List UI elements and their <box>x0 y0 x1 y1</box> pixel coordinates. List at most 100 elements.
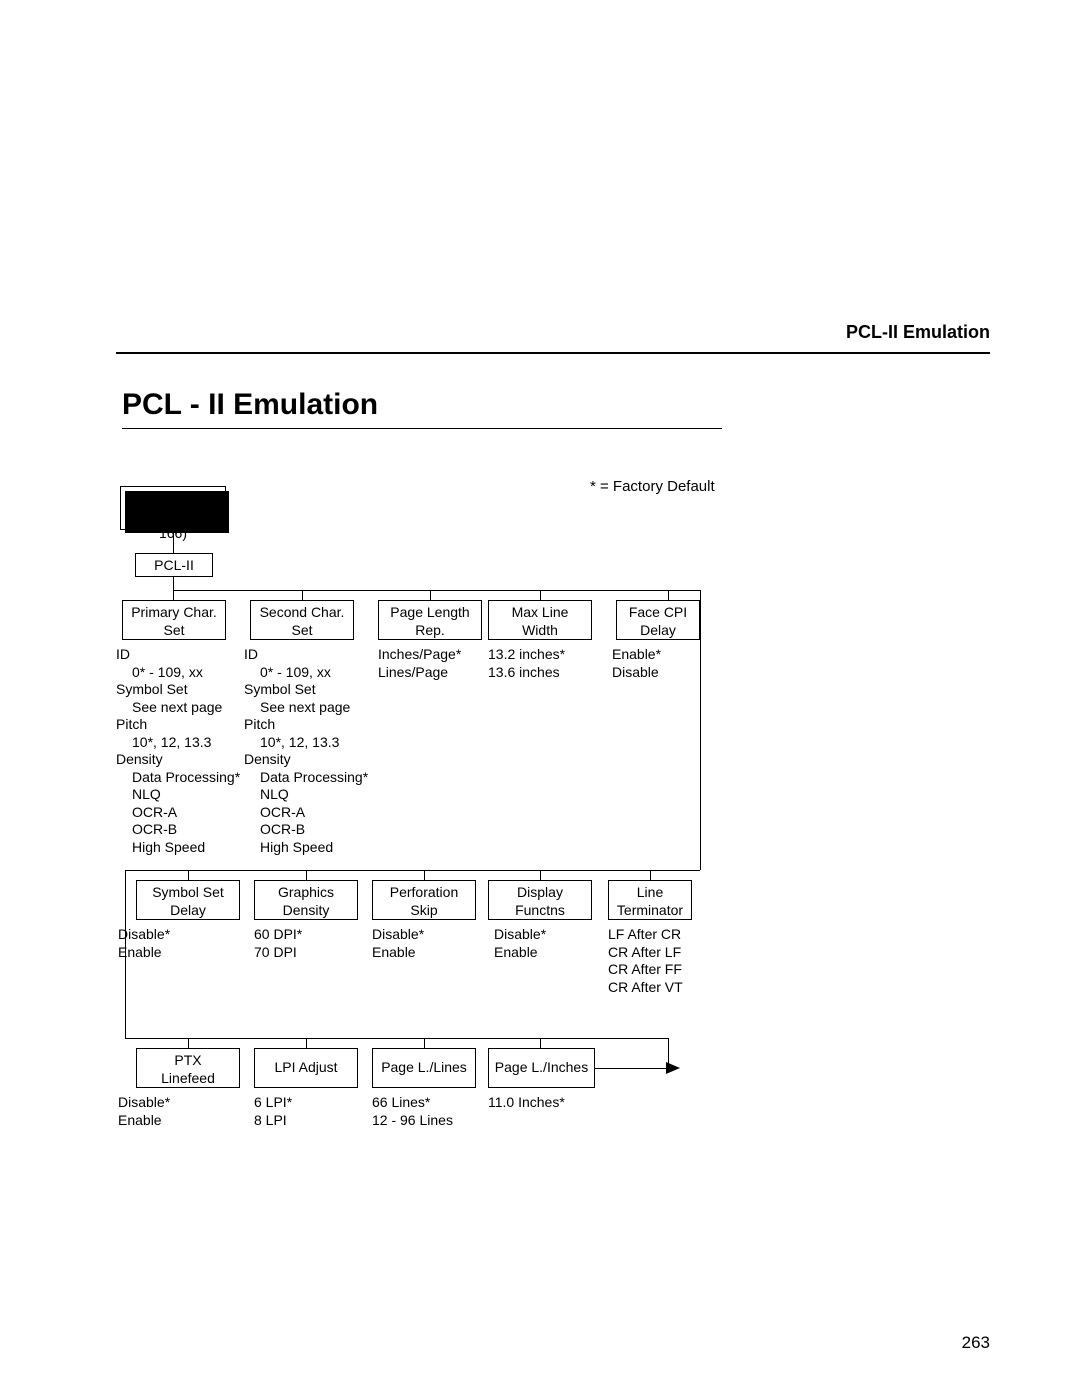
row2-box3-l2: Skip <box>410 902 437 918</box>
detail-text: 13.2 inches* <box>488 646 598 664</box>
row2-box1-l2: Delay <box>170 902 206 918</box>
row2-detail-col4: Disable*Enable <box>494 926 594 961</box>
arrow-icon <box>666 1062 680 1074</box>
connector <box>650 870 651 880</box>
detail-text: Lines/Page <box>378 664 488 682</box>
row2-detail-col2: 60 DPI*70 DPI <box>254 926 354 961</box>
row3-detail-col4: 11.0 Inches* <box>488 1094 598 1112</box>
detail-text: Disable* <box>118 926 218 944</box>
detail-text: High Speed <box>116 839 246 857</box>
connector-row1-bus <box>173 590 700 591</box>
row2-box2-l2: Density <box>283 902 330 918</box>
row1-box1-l1: Primary Char. <box>131 604 217 620</box>
detail-text: 0* - 109, xx <box>244 664 374 682</box>
connector-row3-bus <box>125 1038 668 1039</box>
detail-text: 0* - 109, xx <box>116 664 246 682</box>
detail-text: See next page <box>116 699 246 717</box>
row3-box-page-l-lines: Page L./Lines <box>372 1048 476 1088</box>
emulation-root-box: EMULATION (from page 166) <box>120 486 226 530</box>
header-rule <box>116 352 990 354</box>
detail-text: OCR-A <box>244 804 374 822</box>
row3-detail-col1: Disable*Enable <box>118 1094 218 1129</box>
row2-box5-l1: Line <box>637 884 663 900</box>
detail-text: ID <box>116 646 246 664</box>
row1-detail-col4: 13.2 inches*13.6 inches <box>488 646 598 681</box>
pcl-ii-box: PCL-II <box>135 553 213 577</box>
detail-text: 13.6 inches <box>488 664 598 682</box>
connector <box>668 590 669 600</box>
row3-box-lpi-adjust: LPI Adjust <box>254 1048 358 1088</box>
connector <box>424 870 425 880</box>
connector <box>306 1038 307 1048</box>
detail-text: NLQ <box>116 786 246 804</box>
page-title: PCL - II Emulation <box>122 388 378 422</box>
row1-box4-l2: Width <box>522 622 558 638</box>
detail-text: 6 LPI* <box>254 1094 354 1112</box>
row2-box-display-functns: Display Functns <box>488 880 592 920</box>
detail-text: CR After FF <box>608 961 718 979</box>
page: PCL-II Emulation PCL - II Emulation * = … <box>0 0 1080 1397</box>
row3-box-ptx-linefeed: PTX Linefeed <box>136 1048 240 1088</box>
row1-box1-l2: Set <box>163 622 184 638</box>
row2-box-line-terminator: Line Terminator <box>608 880 692 920</box>
row2-box4-l2: Functns <box>515 902 565 918</box>
detail-text: OCR-B <box>116 821 246 839</box>
row1-detail-col3: Inches/Page*Lines/Page <box>378 646 488 681</box>
row3-box3-l1: Page L./Lines <box>381 1059 467 1077</box>
row3-box-page-l-inches: Page L./Inches <box>488 1048 595 1088</box>
connector <box>430 590 431 600</box>
detail-text: OCR-A <box>116 804 246 822</box>
row2-detail-col3: Disable*Enable <box>372 926 472 961</box>
detail-text: Data Processing* <box>116 769 246 787</box>
running-header: PCL-II Emulation <box>846 322 990 343</box>
row1-box4-l1: Max Line <box>512 604 569 620</box>
row1-box5-l2: Delay <box>640 622 676 638</box>
detail-text: 8 LPI <box>254 1112 354 1130</box>
connector <box>188 1038 189 1048</box>
row1-box-page-length-rep: Page Length Rep. <box>378 600 482 640</box>
detail-text: Enable <box>372 944 472 962</box>
detail-text: 60 DPI* <box>254 926 354 944</box>
detail-text: ID <box>244 646 374 664</box>
detail-text: 12 - 96 Lines <box>372 1112 482 1130</box>
row3-box1-l1: PTX <box>174 1052 201 1068</box>
row3-box2-l1: LPI Adjust <box>274 1059 337 1077</box>
row1-detail-col2: ID0* - 109, xxSymbol SetSee next pagePit… <box>244 646 374 856</box>
emulation-root-line1: EMULATION <box>132 490 214 506</box>
detail-text: CR After VT <box>608 979 718 997</box>
connector <box>188 870 189 880</box>
row1-box5-l1: Face CPI <box>629 604 687 620</box>
detail-text: Disable* <box>494 926 594 944</box>
page-number: 263 <box>962 1333 990 1353</box>
connector <box>595 1068 668 1069</box>
detail-text: High Speed <box>244 839 374 857</box>
row1-detail-col1: ID0* - 109, xxSymbol SetSee next pagePit… <box>116 646 246 856</box>
row1-box2-l1: Second Char. <box>260 604 345 620</box>
detail-text: 70 DPI <box>254 944 354 962</box>
row3-detail-col2: 6 LPI*8 LPI <box>254 1094 354 1129</box>
row1-detail-col5: Enable*Disable <box>612 646 702 681</box>
detail-text: Enable <box>118 1112 218 1130</box>
row2-box-perforation-skip: Perforation Skip <box>372 880 476 920</box>
row1-box-primary-char-set: Primary Char. Set <box>122 600 226 640</box>
connector <box>424 1038 425 1048</box>
row2-box3-l1: Perforation <box>390 884 458 900</box>
detail-text: 10*, 12, 13.3 <box>116 734 246 752</box>
row2-box-symbol-set-delay: Symbol Set Delay <box>136 880 240 920</box>
detail-text: Enable <box>118 944 218 962</box>
detail-text: Pitch <box>244 716 374 734</box>
detail-text: OCR-B <box>244 821 374 839</box>
detail-text: CR After LF <box>608 944 718 962</box>
row1-box2-l2: Set <box>291 622 312 638</box>
row1-box-second-char-set: Second Char. Set <box>250 600 354 640</box>
row2-box-graphics-density: Graphics Density <box>254 880 358 920</box>
detail-text: Data Processing* <box>244 769 374 787</box>
row1-box3-l2: Rep. <box>415 622 445 638</box>
detail-text: NLQ <box>244 786 374 804</box>
detail-text: Enable <box>494 944 594 962</box>
row2-box5-l2: Terminator <box>617 902 683 918</box>
row2-box2-l1: Graphics <box>278 884 334 900</box>
connector <box>173 577 174 590</box>
detail-text: Enable* <box>612 646 702 664</box>
row2-detail-col5: LF After CRCR After LFCR After FFCR Afte… <box>608 926 718 996</box>
